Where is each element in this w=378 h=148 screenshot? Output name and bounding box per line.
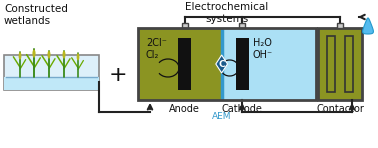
- Polygon shape: [216, 55, 228, 73]
- Text: +: +: [109, 65, 127, 85]
- Text: OH⁻: OH⁻: [253, 50, 273, 60]
- Ellipse shape: [77, 53, 79, 61]
- Text: Constructed
wetlands: Constructed wetlands: [4, 4, 68, 26]
- Bar: [345, 36, 353, 92]
- Text: Electrochemical
systems: Electrochemical systems: [185, 2, 269, 24]
- Ellipse shape: [48, 51, 51, 59]
- Bar: [235, 38, 249, 90]
- Bar: [318, 28, 362, 100]
- Text: Contactor: Contactor: [316, 104, 364, 114]
- Text: Cl₂: Cl₂: [146, 50, 160, 60]
- Bar: [4, 77, 99, 90]
- Bar: [222, 28, 316, 100]
- Bar: [337, 23, 343, 28]
- Bar: [181, 23, 187, 28]
- Bar: [178, 38, 191, 90]
- Text: Cathode: Cathode: [222, 104, 263, 114]
- Polygon shape: [363, 18, 373, 34]
- Text: C: C: [218, 59, 225, 69]
- Bar: [239, 23, 245, 28]
- Text: AEM: AEM: [212, 112, 231, 121]
- Text: Anode: Anode: [169, 104, 200, 114]
- Ellipse shape: [19, 52, 22, 60]
- Bar: [138, 28, 222, 100]
- Bar: [4, 55, 99, 90]
- Bar: [138, 28, 316, 100]
- Text: 2Cl⁻: 2Cl⁻: [146, 38, 167, 48]
- Ellipse shape: [33, 49, 36, 58]
- Ellipse shape: [62, 51, 65, 59]
- Text: H₂O: H₂O: [253, 38, 271, 48]
- Bar: [327, 36, 335, 92]
